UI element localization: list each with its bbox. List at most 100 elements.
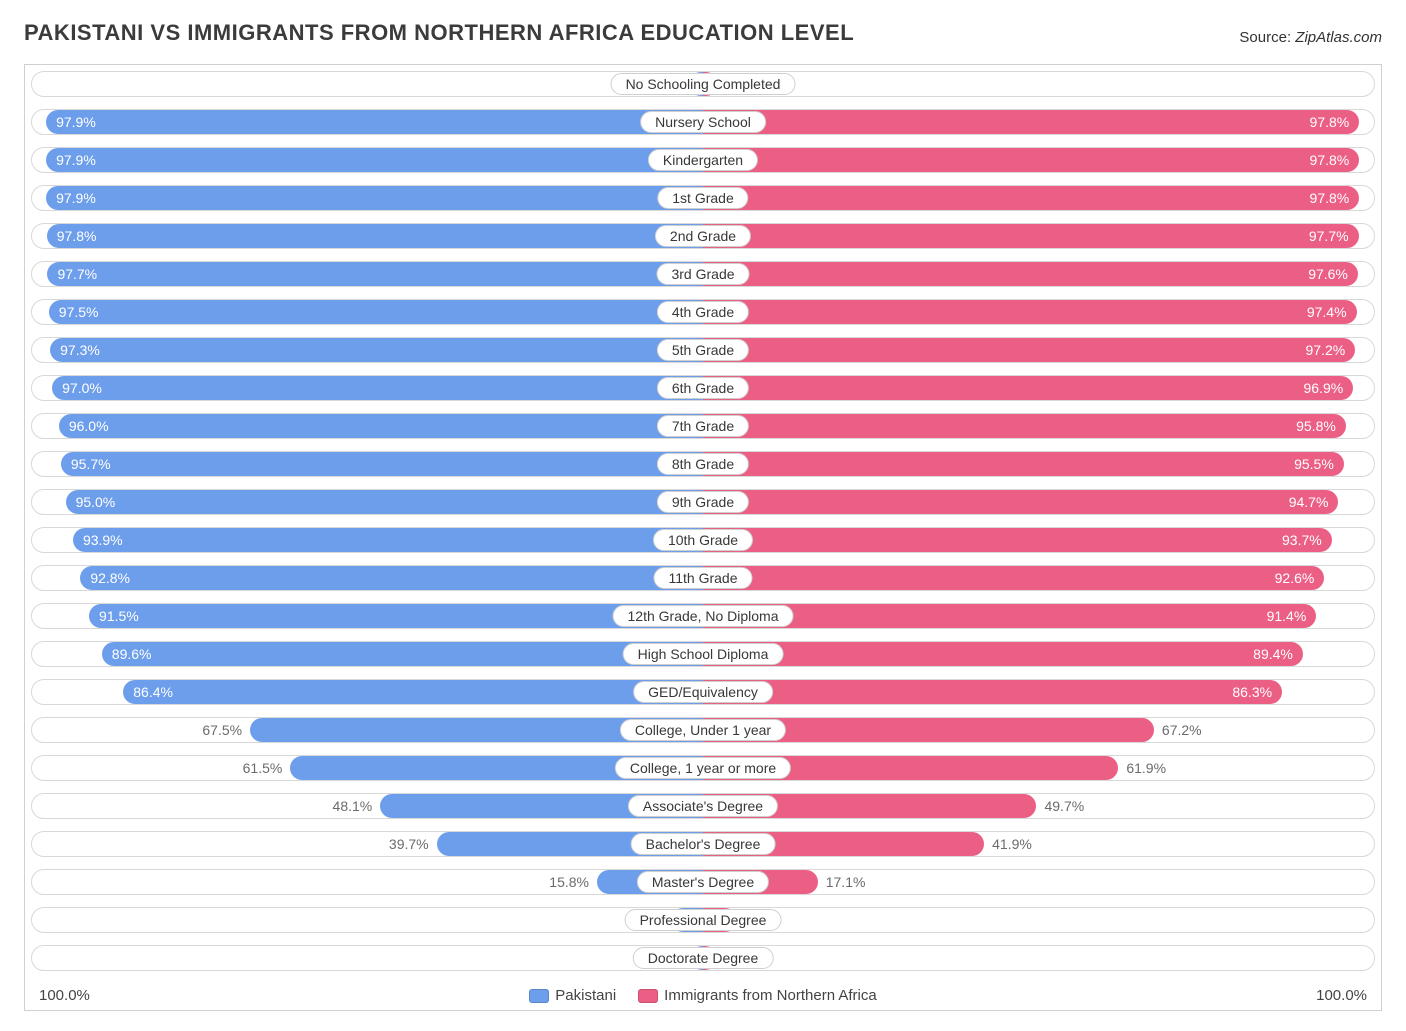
chart-row: 2.0%2.1%Doctorate Degree (31, 945, 1375, 971)
bar-left: 97.3% (50, 338, 703, 362)
bar-left: 91.5% (89, 604, 703, 628)
category-label: Associate's Degree (628, 795, 778, 817)
chart-row: 97.0% 96.9% 6th Grade (31, 375, 1375, 401)
value-right: 97.4% (1307, 304, 1347, 320)
category-label: 12th Grade, No Diploma (613, 605, 794, 627)
chart-row: 15.8% 17.1% Master's Degree (31, 869, 1375, 895)
value-right: 92.6% (1275, 570, 1315, 586)
category-label: 2nd Grade (655, 225, 751, 247)
category-label: 6th Grade (657, 377, 749, 399)
value-right: 93.7% (1282, 532, 1322, 548)
value-left: 97.7% (57, 266, 97, 282)
value-left: 97.8% (57, 228, 97, 244)
value-left: 86.4% (133, 684, 173, 700)
value-left: 91.5% (99, 608, 139, 624)
chart-row: 39.7%41.9%Bachelor's Degree (31, 831, 1375, 857)
chart-row: 97.8% 97.7% 2nd Grade (31, 223, 1375, 249)
axis-max-right: 100.0% (1316, 987, 1367, 1004)
chart-row: 96.0% 95.8% 7th Grade (31, 413, 1375, 439)
chart-row: 48.1%49.7%Associate's Degree (31, 793, 1375, 819)
chart-row: 95.7% 95.5%8th Grade (31, 451, 1375, 477)
bar-right: 97.7% (703, 224, 1359, 248)
category-label: College, Under 1 year (620, 719, 786, 741)
bar-right: 89.4% (703, 642, 1303, 666)
value-left: 97.9% (56, 114, 96, 130)
bar-left: 95.0% (66, 490, 703, 514)
legend: Pakistani Immigrants from Northern Afric… (529, 987, 876, 1004)
legend-item-right: Immigrants from Northern Africa (638, 987, 877, 1004)
value-right: 94.7% (1289, 494, 1329, 510)
bar-right: 95.8% (703, 414, 1346, 438)
value-left: 92.8% (90, 570, 130, 586)
bar-left: 92.8% (80, 566, 703, 590)
bar-left: 97.9% (46, 186, 703, 210)
chart-footer: 100.0% Pakistani Immigrants from Norther… (31, 983, 1375, 1004)
value-right: 86.3% (1232, 684, 1272, 700)
value-left: 95.0% (76, 494, 116, 510)
category-label: College, 1 year or more (615, 757, 791, 779)
category-label: No Schooling Completed (611, 73, 796, 95)
chart-row: 97.7%97.6%3rd Grade (31, 261, 1375, 287)
legend-label-left: Pakistani (555, 987, 616, 1004)
chart-row: 89.6%89.4%High School Diploma (31, 641, 1375, 667)
bar-right: 97.8% (703, 186, 1359, 210)
source-label: Source: (1239, 29, 1291, 46)
category-label: 10th Grade (653, 529, 753, 551)
value-right: 96.9% (1303, 380, 1343, 396)
category-label: 8th Grade (657, 453, 749, 475)
value-right: 17.1% (826, 874, 866, 890)
category-label: 9th Grade (657, 491, 749, 513)
bar-left: 96.0% (59, 414, 703, 438)
chart-row: 97.3% 97.2% 5th Grade (31, 337, 1375, 363)
value-left: 15.8% (549, 874, 589, 890)
value-left: 93.9% (83, 532, 123, 548)
bar-right: 94.7% (703, 490, 1338, 514)
category-label: 7th Grade (657, 415, 749, 437)
chart-row: 61.5%61.9%College, 1 year or more (31, 755, 1375, 781)
bar-left: 97.8% (47, 224, 703, 248)
bar-left: 97.9% (46, 110, 703, 134)
legend-swatch-left (529, 989, 549, 1003)
category-label: Bachelor's Degree (631, 833, 776, 855)
value-left: 97.9% (56, 152, 96, 168)
chart-row: 92.8% 92.6% 11th Grade (31, 565, 1375, 591)
chart-row: 95.0% 94.7% 9th Grade (31, 489, 1375, 515)
bar-right: 93.7% (703, 528, 1332, 552)
value-right: 97.7% (1309, 228, 1349, 244)
bar-left: 97.7% (47, 262, 703, 286)
chart-source: Source: ZipAtlas.com (1239, 29, 1382, 46)
value-left: 95.7% (71, 456, 111, 472)
bar-right: 97.8% (703, 110, 1359, 134)
value-right: 97.8% (1310, 190, 1350, 206)
bar-right: 97.4% (703, 300, 1357, 324)
bar-left: 89.6% (102, 642, 703, 666)
value-left: 97.9% (56, 190, 96, 206)
bar-right: 97.8% (703, 148, 1359, 172)
value-right: 91.4% (1267, 608, 1307, 624)
chart-row: 67.5%67.2%College, Under 1 year (31, 717, 1375, 743)
value-left: 97.3% (60, 342, 100, 358)
chart-row: 97.5%97.4%4th Grade (31, 299, 1375, 325)
value-right: 97.8% (1310, 114, 1350, 130)
value-right: 97.8% (1310, 152, 1350, 168)
category-label: 5th Grade (657, 339, 749, 361)
value-left: 61.5% (243, 760, 283, 776)
value-left: 97.5% (59, 304, 99, 320)
value-left: 97.0% (62, 380, 102, 396)
legend-swatch-right (638, 989, 658, 1003)
category-label: 11th Grade (653, 567, 752, 589)
chart-row: 86.4% 86.3% GED/Equivalency (31, 679, 1375, 705)
category-label: 1st Grade (657, 187, 748, 209)
chart-row: 2.1%2.2%No Schooling Completed (31, 71, 1375, 97)
value-right: 97.2% (1306, 342, 1346, 358)
category-label: Master's Degree (637, 871, 769, 893)
value-right: 95.8% (1296, 418, 1336, 434)
category-label: GED/Equivalency (633, 681, 773, 703)
chart-row: 97.9%97.8%Kindergarten (31, 147, 1375, 173)
value-right: 89.4% (1253, 646, 1293, 662)
value-right: 49.7% (1044, 798, 1084, 814)
bar-right: 95.5% (703, 452, 1344, 476)
bar-right: 86.3% (703, 680, 1282, 704)
bar-left: 97.9% (46, 148, 703, 172)
bar-left: 97.0% (52, 376, 703, 400)
